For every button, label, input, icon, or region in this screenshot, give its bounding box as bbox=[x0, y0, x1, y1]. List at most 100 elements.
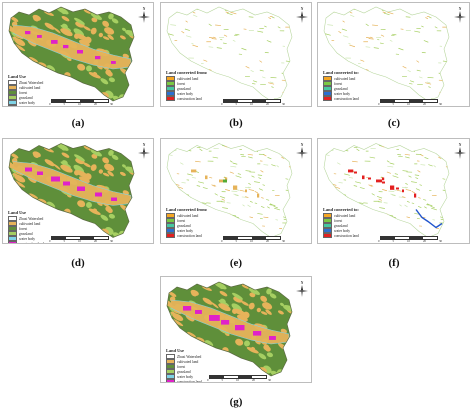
scale-bar-segments bbox=[51, 99, 109, 103]
legend-swatch bbox=[8, 216, 17, 222]
legend-item: water body bbox=[8, 100, 44, 106]
legend-label: water body bbox=[177, 228, 194, 233]
scale-tick-label: 20 bbox=[94, 102, 97, 106]
legend-swatch bbox=[8, 80, 17, 86]
scale-tick-label: 10 bbox=[250, 102, 253, 106]
scale-tick-label: 20 bbox=[94, 239, 97, 243]
svg-text:N: N bbox=[459, 143, 462, 147]
legend-item: Zhuzi Watershed bbox=[8, 80, 44, 86]
legend-label: water body bbox=[19, 100, 36, 105]
map-legend-d: Land Use Zhuzi Watershed cultivated land fo… bbox=[8, 210, 44, 244]
map-panel-c: N Land converted to: cultivated land fores… bbox=[317, 2, 470, 107]
legend-swatch bbox=[8, 241, 17, 243]
scale-tick-label: 30 bbox=[268, 378, 271, 382]
north-arrow-icon: N bbox=[137, 6, 151, 24]
map-legend-g: Land Use Zhuzi Watershed cultivated land fo… bbox=[166, 348, 202, 383]
scale-bar-ticks: 0 5 10 20 30 bbox=[207, 378, 271, 382]
map-legend-c: Land converted to: cultivated land forest g… bbox=[323, 70, 359, 102]
legend-item: grassland bbox=[8, 231, 44, 237]
legend-swatch bbox=[166, 364, 175, 370]
legend-item: grassland bbox=[166, 369, 202, 375]
legend-label: construction land bbox=[334, 96, 359, 101]
scale-tick-label: 30 bbox=[439, 239, 442, 243]
legend-item: construction land bbox=[8, 105, 44, 106]
legend-label: forest bbox=[19, 226, 28, 231]
scale-bar-ticks: 0 5 10 20 30 bbox=[49, 102, 113, 106]
legend-label: construction land bbox=[19, 241, 44, 244]
legend-item: cultivated land bbox=[8, 221, 44, 227]
scale-tick-label: 20 bbox=[252, 378, 255, 382]
north-arrow-icon: N bbox=[137, 142, 151, 160]
north-arrow-icon: N bbox=[453, 6, 467, 24]
scale-tick-label: 20 bbox=[423, 102, 426, 106]
svg-text:N: N bbox=[459, 7, 462, 11]
legend-label: grassland bbox=[19, 95, 33, 100]
legend-label: forest bbox=[334, 218, 343, 223]
map-legend-b: Land converted from: cultivated land fores… bbox=[166, 70, 207, 102]
watershed-map-e bbox=[166, 143, 293, 238]
legend-label: construction land bbox=[177, 379, 202, 383]
scale-bar-segments bbox=[380, 236, 438, 240]
legend-item: construction land bbox=[323, 233, 359, 239]
panel-caption-c: (c) bbox=[387, 117, 401, 129]
legend-item: forest bbox=[166, 364, 202, 370]
legend-swatch bbox=[166, 223, 175, 229]
scale-tick-label: 5 bbox=[392, 239, 395, 243]
map-panel-b: N Land converted from: cultivated land for… bbox=[160, 2, 312, 107]
svg-text:N: N bbox=[301, 143, 304, 147]
legend-swatch bbox=[166, 218, 175, 224]
legend-label: cultivated land bbox=[334, 213, 356, 218]
legend-item: grassland bbox=[323, 86, 359, 92]
legend-label: grassland bbox=[19, 231, 33, 236]
legend-label: cultivated land bbox=[19, 221, 41, 226]
legend-label: forest bbox=[177, 81, 186, 86]
legend-label: cultivated land bbox=[177, 76, 199, 81]
legend-item: water body bbox=[166, 228, 207, 234]
map-panel-f: N Land converted to: cultivated land fores… bbox=[317, 138, 470, 244]
legend-label: forest bbox=[177, 364, 186, 369]
scale-tick-label: 0 bbox=[49, 239, 51, 243]
legend-label: cultivated land bbox=[177, 359, 199, 364]
scale-bar-ticks: 0 5 10 20 30 bbox=[378, 239, 442, 243]
legend-item: cultivated land bbox=[323, 213, 359, 219]
legend-label: grassland bbox=[177, 86, 191, 91]
legend-label: water body bbox=[334, 228, 351, 233]
legend-swatch bbox=[166, 76, 175, 82]
legend-label: forest bbox=[334, 81, 343, 86]
scale-bar-segments bbox=[209, 375, 267, 379]
north-arrow-icon: N bbox=[295, 280, 309, 298]
legend-title: Land converted from: bbox=[166, 207, 208, 212]
legend-item: forest bbox=[8, 90, 44, 96]
map-legend-e: Land converted from: cultivated land fores… bbox=[166, 207, 208, 239]
scale-tick-label: 10 bbox=[250, 239, 253, 243]
scale-tick-label: 5 bbox=[63, 102, 66, 106]
scale-tick-label: 20 bbox=[266, 102, 269, 106]
map-panel-g: N Land Use Zhuzi Watershed cultivated land… bbox=[160, 276, 312, 383]
map-legend-a: Land Use Zhuzi Watershed cultivated land fo… bbox=[8, 74, 44, 106]
legend-item: cultivated land bbox=[323, 76, 359, 82]
scale-tick-label: 30 bbox=[282, 239, 285, 243]
legend-item: water body bbox=[323, 228, 359, 234]
legend-label: water body bbox=[177, 91, 194, 96]
scale-tick-label: 0 bbox=[221, 239, 223, 243]
scale-bar-ticks: 0 5 10 20 30 bbox=[378, 102, 442, 106]
legend-item: construction land bbox=[166, 96, 207, 102]
legend-item: cultivated land bbox=[166, 359, 202, 365]
legend-swatch bbox=[323, 76, 332, 82]
north-arrow-icon: N bbox=[295, 6, 309, 24]
scale-tick-label: 20 bbox=[266, 239, 269, 243]
scale-tick-label: 30 bbox=[110, 102, 113, 106]
watershed-map-d bbox=[8, 143, 135, 238]
legend-swatch bbox=[166, 213, 175, 219]
scale-tick-label: 20 bbox=[423, 239, 426, 243]
legend-swatch bbox=[166, 374, 175, 380]
legend-label: construction land bbox=[177, 96, 202, 101]
legend-swatch bbox=[8, 95, 17, 101]
watershed-map-c bbox=[323, 6, 450, 102]
watershed-map-g bbox=[166, 281, 293, 377]
legend-swatch bbox=[323, 86, 332, 92]
scale-bar-segments bbox=[223, 236, 281, 240]
legend-swatch bbox=[323, 81, 332, 87]
scale-tick-label: 5 bbox=[235, 102, 238, 106]
svg-text:N: N bbox=[143, 7, 146, 11]
